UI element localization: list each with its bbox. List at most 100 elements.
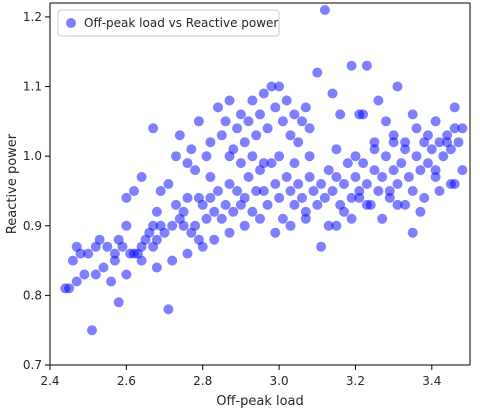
data-point <box>102 241 113 252</box>
data-point <box>155 186 166 196</box>
data-point <box>106 276 117 287</box>
data-point <box>90 269 101 280</box>
data-point <box>171 151 181 162</box>
data-point <box>239 220 250 231</box>
data-point <box>438 151 449 162</box>
data-point <box>193 234 204 245</box>
data-point <box>381 116 391 127</box>
data-point <box>205 192 216 203</box>
data-point <box>369 137 380 148</box>
x-tick-label: 3.0 <box>270 374 289 388</box>
data-point <box>163 179 174 189</box>
data-point <box>163 304 174 315</box>
data-point <box>392 81 403 92</box>
data-point <box>354 192 365 203</box>
data-point <box>381 151 391 162</box>
data-point <box>190 220 201 231</box>
data-point <box>384 186 395 196</box>
data-point <box>331 172 342 182</box>
data-point <box>300 206 311 217</box>
data-point <box>327 186 338 196</box>
data-point <box>289 199 300 210</box>
data-point <box>171 199 181 210</box>
data-point <box>316 179 327 189</box>
y-tick-label: 0.8 <box>23 288 42 302</box>
data-point <box>304 172 315 182</box>
data-point <box>281 172 292 182</box>
data-point <box>247 206 258 217</box>
data-point <box>209 234 220 245</box>
data-point <box>388 130 399 141</box>
data-point <box>457 165 468 176</box>
y-tick-label: 0.9 <box>23 219 42 233</box>
data-point <box>430 165 441 176</box>
data-point <box>75 248 86 259</box>
data-point <box>182 192 193 203</box>
data-point <box>442 137 453 148</box>
data-point <box>224 179 235 189</box>
data-point <box>121 220 132 231</box>
data-point <box>251 130 262 141</box>
data-point <box>125 248 136 259</box>
data-point <box>289 158 300 169</box>
data-point <box>277 213 288 224</box>
data-point <box>297 192 307 203</box>
data-point <box>426 144 437 155</box>
data-point <box>430 116 441 127</box>
data-point <box>262 123 273 134</box>
data-point <box>167 220 178 231</box>
data-point <box>235 109 246 120</box>
data-point <box>121 269 132 280</box>
data-point <box>400 144 411 155</box>
legend-marker <box>66 18 76 28</box>
data-point <box>262 199 273 210</box>
data-point <box>98 262 109 273</box>
data-point <box>377 172 388 182</box>
data-point <box>350 172 361 182</box>
data-point <box>361 60 372 71</box>
data-point <box>159 227 170 238</box>
data-point <box>419 192 430 203</box>
data-point <box>258 158 269 169</box>
data-point <box>220 199 231 210</box>
data-point <box>407 227 418 238</box>
data-point <box>79 269 90 280</box>
data-point <box>346 213 357 224</box>
data-point <box>361 199 372 210</box>
data-point <box>293 137 304 148</box>
x-tick-label: 3.4 <box>422 374 441 388</box>
data-point <box>297 116 307 127</box>
data-point <box>224 151 235 162</box>
data-point <box>247 95 258 106</box>
data-point <box>232 123 243 134</box>
x-tick-label: 3.2 <box>346 374 365 388</box>
y-axis-label: Reactive power <box>5 133 20 234</box>
data-point <box>423 158 433 169</box>
data-point <box>213 102 223 113</box>
data-point <box>274 81 285 92</box>
data-point <box>235 158 246 169</box>
data-point <box>224 227 235 238</box>
point-layer <box>60 5 468 336</box>
data-point <box>415 206 426 217</box>
data-point <box>407 109 418 120</box>
data-point <box>274 192 285 203</box>
data-point <box>354 186 365 196</box>
tick-layer: 2.4 2.6 2.8 3.0 3.2 3.4 0.7 0.8 0.9 1.0 1.1 1.2 <box>23 10 441 388</box>
data-point <box>434 186 445 196</box>
data-point <box>449 123 460 134</box>
data-point <box>400 199 411 210</box>
data-point <box>266 81 277 92</box>
data-point <box>224 95 235 106</box>
data-point <box>109 255 120 266</box>
data-point <box>308 186 319 196</box>
data-point <box>453 137 464 148</box>
data-point <box>190 165 201 176</box>
data-point <box>339 179 349 189</box>
data-point <box>304 123 315 134</box>
data-point <box>182 158 193 169</box>
data-point <box>319 5 330 15</box>
data-point <box>411 151 422 162</box>
data-point <box>312 199 323 210</box>
